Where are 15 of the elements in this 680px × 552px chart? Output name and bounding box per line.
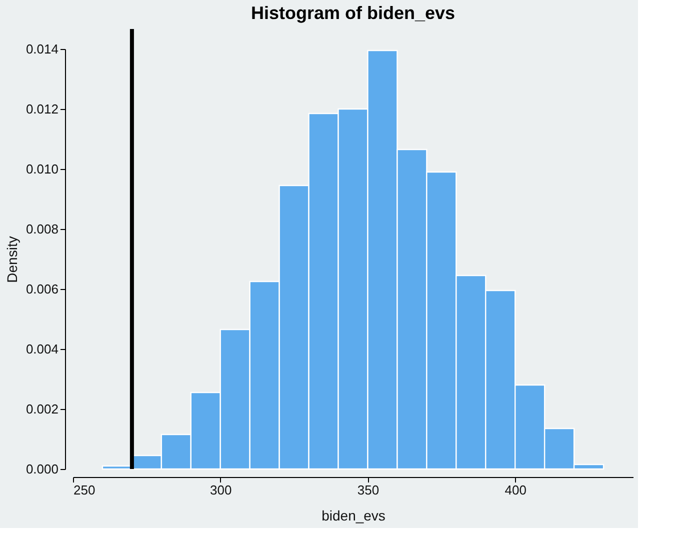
x-tick-label: 400	[504, 482, 526, 498]
x-tick-label: 300	[210, 482, 232, 498]
y-tick-label: 0.012	[26, 102, 58, 116]
y-axis-title: Density	[4, 236, 20, 283]
x-axis-title: biden_evs	[322, 508, 386, 524]
y-tick-label: 0.000	[26, 462, 58, 476]
y-tick-label: 0.002	[26, 402, 58, 416]
y-tick-label: 0.010	[26, 162, 58, 176]
y-tick-label: 0.008	[26, 222, 58, 236]
y-tick-label: 0.014	[26, 42, 58, 56]
chart-title: Histogram of biden_evs	[250, 3, 456, 23]
y-tick-label: 0.004	[26, 342, 58, 356]
y-tick-label: 0.006	[26, 282, 58, 296]
x-tick-label: 350	[357, 482, 380, 498]
x-tick-label: 250	[74, 482, 96, 498]
